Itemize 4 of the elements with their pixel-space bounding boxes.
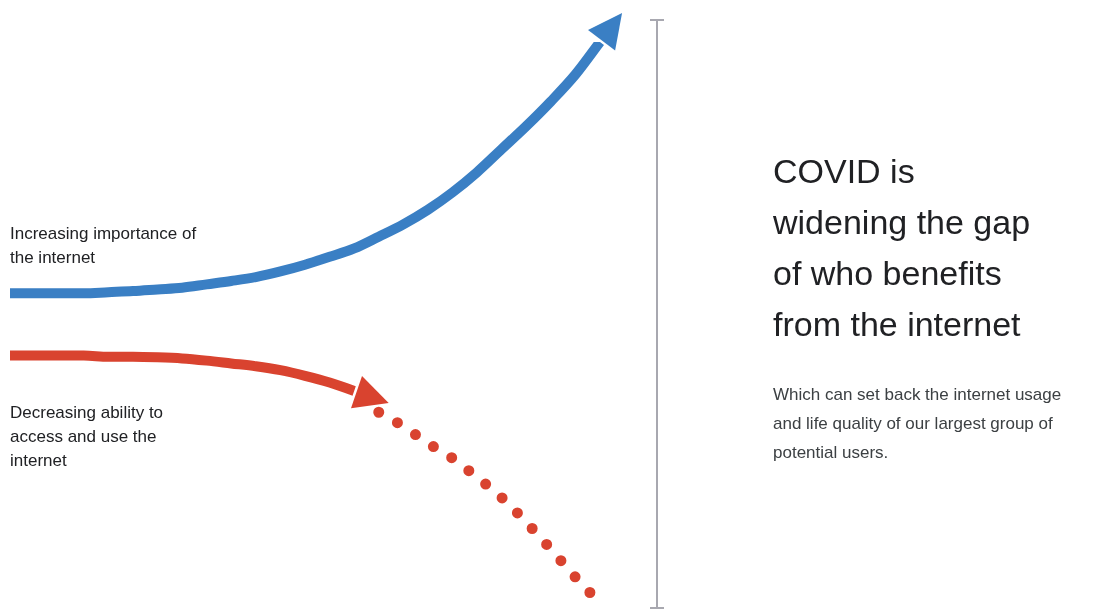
text: COVID is widening the gap of who benefits from the internet	[773, 151, 1032, 345]
text: Which can set back the internet usage and life quality of our largest group of potential users.	[773, 384, 1063, 464]
series-label: Increasing importance of the internet	[10, 224, 197, 268]
text: Decreasing ability to access and use the internet	[10, 402, 164, 470]
